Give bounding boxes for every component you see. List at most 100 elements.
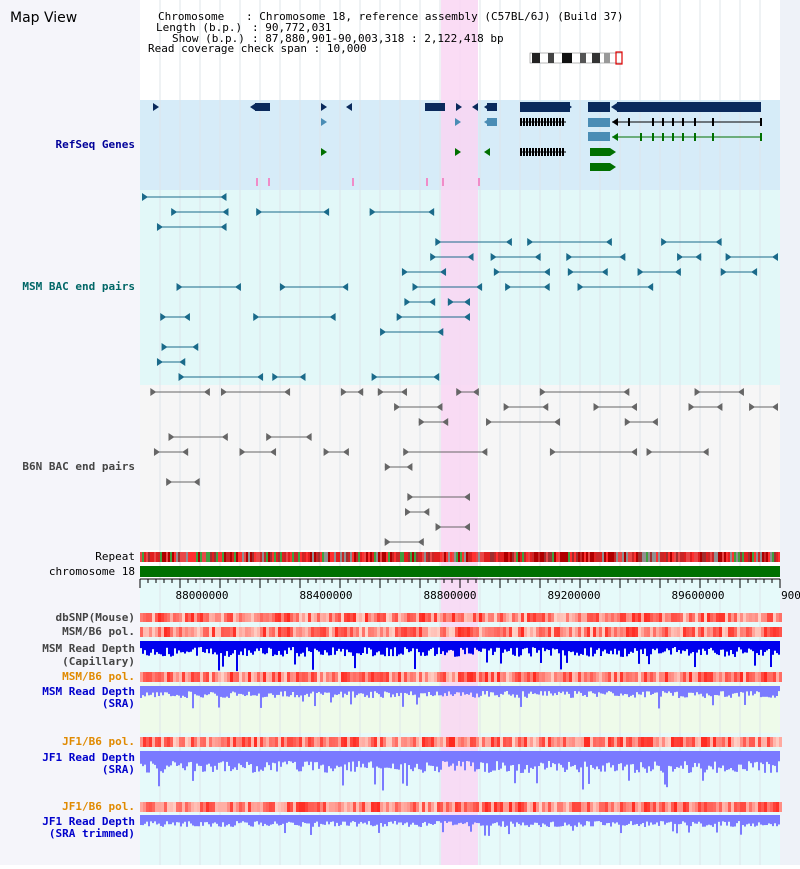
gene-arrow [505, 238, 512, 246]
msm-pol2-cell [770, 672, 773, 682]
refseq-gene-glyphs[interactable] [153, 102, 762, 186]
jf1-sra-depth-bar [684, 751, 686, 762]
msm-pol-cell [146, 627, 149, 637]
repeat-segment [496, 552, 498, 562]
msm-sra-depth-bar [318, 686, 320, 692]
msm-cap-depth-bar [716, 641, 718, 655]
msm-bac-pairs[interactable] [142, 193, 778, 381]
gene-arrow [182, 448, 189, 456]
msm-pol-cell [620, 627, 623, 637]
msm-cap-depth-bar [580, 641, 582, 654]
msm-pol-cell [182, 627, 185, 637]
chromosome-bar[interactable] [140, 566, 780, 577]
jf1-pol2-cell [209, 802, 212, 812]
msm-sra-depth-bar [254, 686, 256, 696]
jf1-pol2-cell [197, 802, 200, 812]
dbsnp-cell [401, 613, 404, 622]
jf1-sra-depth-bar [774, 751, 776, 766]
jf1-pol2-cell [389, 802, 392, 812]
msm-depth-sra-label[interactable]: MSM Read Depth [42, 685, 135, 698]
jf1-sra-depth-bar [364, 751, 366, 768]
jf1-pol2-cell [173, 802, 176, 812]
msm-pol2-cell [482, 672, 485, 682]
dbsnp-label[interactable]: dbSNP(Mouse) [55, 611, 135, 624]
jf1-sra-depth-bar [216, 751, 218, 770]
jf1-trim-depth-bar [762, 815, 764, 826]
jf1-sra-depth-bar [146, 751, 148, 773]
msm-pol2-cell [230, 672, 233, 682]
jf1-trim-depth-bar [150, 815, 152, 822]
msm-pol-cell [554, 627, 557, 637]
msm-pol-cell [185, 627, 188, 637]
repeat-track[interactable] [140, 552, 780, 562]
jf1-trim-depth-bar [688, 815, 690, 833]
jf1-trim-depth-bar [332, 815, 334, 822]
gene-arrow [539, 388, 546, 396]
gene-arrow [505, 283, 512, 291]
chromosome-ideogram[interactable] [529, 51, 623, 65]
jf1-b6-pol-2-label[interactable]: JF1/B6 pol. [62, 800, 135, 813]
jf1-sra-depth-bar [234, 751, 236, 768]
jf1-pol-cell [458, 737, 461, 747]
gene-arrow [637, 268, 644, 276]
polymorphism-tracks[interactable] [140, 613, 782, 812]
msm-cap-depth-bar [430, 641, 432, 650]
repeat-segment [426, 552, 428, 562]
b6n-bac-pairs[interactable] [150, 388, 778, 546]
msm-cap-depth-bar [160, 641, 162, 655]
jf1-pol-cell [473, 737, 476, 747]
msm-cap-depth-bar [632, 641, 634, 653]
jf1-trim-depth-bar [634, 815, 636, 825]
msm-cap-depth-bar [558, 641, 560, 654]
dbsnp-cell [509, 613, 512, 622]
jf1-pol-cell [161, 737, 164, 747]
jf1-trim-depth-bar [480, 815, 482, 826]
repeat-segment [324, 552, 326, 562]
jf1-pol2-cell [176, 802, 179, 812]
msm-pol2-cell [629, 672, 632, 682]
jf1-sra-depth-bar [366, 751, 368, 768]
msm-depth-cap-label[interactable]: MSM Read Depth [42, 642, 135, 655]
repeat-segment [202, 552, 204, 562]
jf1-sra-depth-bar [678, 751, 680, 768]
dbsnp-cell [695, 613, 698, 622]
jf1-pol-cell [155, 737, 158, 747]
exon-tick [529, 148, 531, 156]
jf1-trim-depth-bar [756, 815, 758, 826]
msm-sra-depth-bar [342, 686, 344, 698]
read-depth-tracks[interactable] [140, 641, 780, 836]
msm-sra-depth-bar [612, 686, 614, 694]
jf1-depth-trim-label[interactable]: JF1 Read Depth [42, 815, 135, 828]
jf1-sra-depth-bar [442, 751, 444, 762]
msm-sra-depth-bar [636, 686, 638, 693]
msm-pol-cell [371, 627, 374, 637]
gene-arrow [455, 148, 461, 156]
msm-b6-pol-label[interactable]: MSM/B6 pol. [62, 625, 135, 638]
jf1-sra-depth-bar [698, 751, 700, 764]
msm-b6-pol-2-label[interactable]: MSM/B6 pol. [62, 670, 135, 683]
gene-arrow [150, 388, 157, 396]
jf1-sra-depth-bar [700, 751, 702, 769]
jf1-pol2-cell [689, 802, 692, 812]
msm-pol-cell [395, 627, 398, 637]
jf1-trim-depth-bar [214, 815, 216, 823]
refseq-genes-label[interactable]: RefSeq Genes [55, 138, 135, 151]
jf1-trim-depth-bar [216, 815, 218, 824]
selection-highlight[interactable] [441, 0, 478, 865]
msm-sra-depth-bar [510, 686, 512, 696]
msm-bac-label[interactable]: MSM BAC end pairs [22, 280, 135, 293]
jf1-trim-depth-bar [450, 815, 452, 822]
msm-pol-cell [740, 627, 743, 637]
msm-pol2-cell [461, 672, 464, 682]
jf1-trim-depth-bar [522, 815, 524, 823]
jf1-trim-depth-bar [254, 815, 256, 822]
jf1-pol2-cell [350, 802, 353, 812]
exon-tick [541, 148, 543, 156]
dbsnp-cell [404, 613, 407, 622]
jf1-depth-sra-label[interactable]: JF1 Read Depth [42, 751, 135, 764]
jf1-trim-depth-bar [202, 815, 204, 826]
jf1-b6-pol-label[interactable]: JF1/B6 pol. [62, 735, 135, 748]
msm-pol2-cell [437, 672, 440, 682]
b6n-bac-label[interactable]: B6N BAC end pairs [22, 460, 135, 473]
